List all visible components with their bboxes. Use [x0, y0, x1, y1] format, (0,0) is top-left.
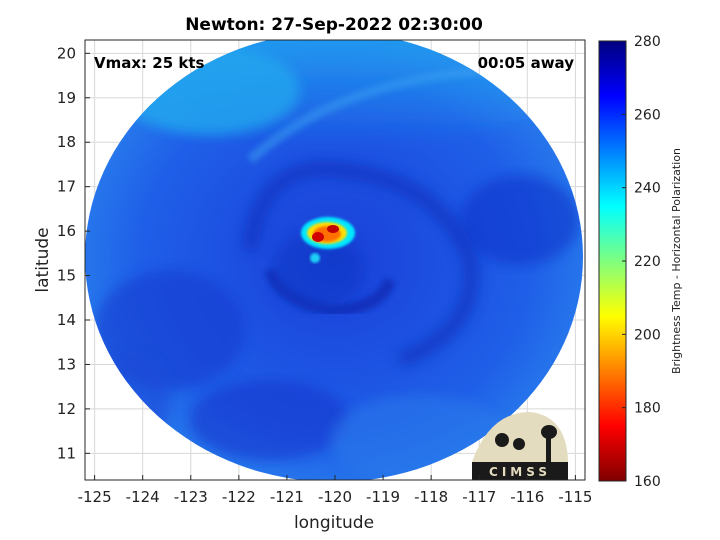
y-tick-label: 14	[57, 311, 76, 329]
y-tick-label: 12	[57, 400, 76, 418]
plot-area: CIMSS Vmax: 25 kts 00:05 away	[84, 39, 586, 481]
x-tick-label: -125	[78, 488, 112, 506]
colorbar-tick-label: 180	[634, 401, 661, 417]
logo-dish-1	[495, 433, 509, 447]
logo-tower-stem	[546, 438, 551, 462]
logo-dish-2	[513, 438, 525, 450]
x-tick-label: -116	[510, 488, 544, 506]
y-tick-label: 13	[57, 355, 76, 373]
y-tick-label: 20	[57, 44, 76, 62]
colorbar: 160 180 200 220 240 260 280 Brightness Temp - …	[598, 34, 683, 490]
logo-text: CIMSS	[489, 465, 551, 479]
convection-core	[301, 217, 355, 263]
colorbar-label: Brightness Temp - Horizontal Polarizatio…	[670, 148, 683, 374]
x-tick-label: -121	[270, 488, 304, 506]
y-tick-label: 19	[57, 89, 76, 107]
y-tick-label: 11	[57, 444, 76, 462]
x-tick-label: -123	[174, 488, 208, 506]
colorbar-scale	[598, 40, 627, 482]
x-tick-label: -124	[126, 488, 160, 506]
logo-banner	[472, 462, 568, 480]
colorbar-ticks: 160 180 200 220 240 260 280	[622, 34, 661, 490]
x-axis-label: longitude	[294, 513, 374, 533]
x-tick-label: -117	[462, 488, 496, 506]
chart-title: Newton: 27-Sep-2022 02:30:00	[185, 15, 483, 35]
x-tick-label: -122	[222, 488, 256, 506]
core-tail	[310, 253, 320, 263]
core-red-w	[312, 232, 324, 242]
y-tick-label: 18	[57, 133, 76, 151]
spiral-band-outer	[242, 161, 480, 368]
y-tick-label: 17	[57, 178, 76, 196]
x-tick-label: -115	[558, 488, 592, 506]
time-away-annotation: 00:05 away	[478, 54, 575, 72]
storm-center-shade	[273, 230, 363, 310]
colorbar-tick-label: 280	[634, 34, 661, 50]
y-axis-label: latitude	[33, 227, 53, 292]
colorbar-tick-label: 260	[634, 107, 661, 123]
colorbar-tick-label: 220	[634, 254, 661, 270]
colorbar-tick-label: 200	[634, 327, 661, 343]
x-tick-label: -118	[414, 488, 448, 506]
y-axis: 11 12 13 14 15 16 17 18 19 20	[57, 44, 90, 462]
colorbar-tick-label: 160	[634, 474, 661, 490]
y-tick-label: 15	[57, 267, 76, 285]
colorbar-tick-label: 240	[634, 181, 661, 197]
swath-south-patch	[190, 380, 350, 460]
swath-east-patch	[460, 175, 580, 265]
x-axis: -125 -124 -123 -122 -121 -120 -119 -118 -117 -116…	[78, 475, 592, 506]
core-red-e	[327, 225, 339, 233]
y-tick-label: 16	[57, 222, 76, 240]
cimss-logo: CIMSS	[472, 412, 568, 480]
logo-tower-tank	[541, 425, 557, 439]
vmax-annotation: Vmax: 25 kts	[94, 54, 204, 72]
x-tick-label: -119	[366, 488, 400, 506]
x-tick-label: -120	[318, 488, 352, 506]
